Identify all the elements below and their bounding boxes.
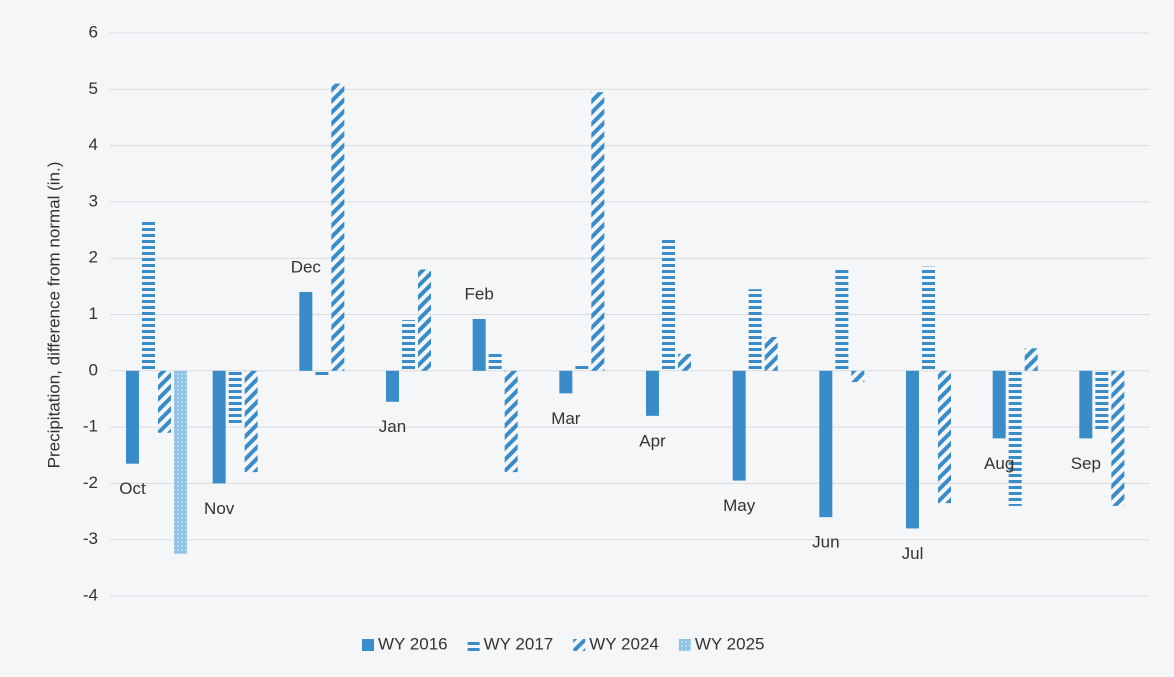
bar <box>922 266 935 371</box>
bar <box>402 320 415 371</box>
bar <box>315 370 329 377</box>
bar <box>228 370 242 425</box>
bar <box>299 291 313 371</box>
y-tick-label: -2 <box>83 473 98 492</box>
bar <box>559 370 573 394</box>
bar <box>1111 370 1125 506</box>
x-tick-label: Oct <box>119 479 146 498</box>
bar <box>748 289 762 371</box>
y-tick-label: 6 <box>89 22 98 41</box>
bar <box>386 370 399 402</box>
legend-swatch <box>573 639 586 651</box>
bar <box>331 83 345 371</box>
legend-label: WY 2017 <box>484 634 554 653</box>
x-tick-label: Jul <box>902 544 924 563</box>
bar <box>851 370 865 383</box>
bar <box>244 370 258 473</box>
bar <box>646 370 659 416</box>
legend-swatch <box>678 639 691 651</box>
x-tick-label: Dec <box>291 257 322 276</box>
bar <box>938 370 951 504</box>
y-tick-label: -3 <box>83 529 98 548</box>
bar <box>472 319 486 371</box>
bar <box>174 370 187 554</box>
bar <box>732 370 746 481</box>
bar <box>504 370 518 473</box>
x-tick-label: Feb <box>465 284 494 303</box>
y-tick-label: 1 <box>89 304 98 323</box>
legend-swatch <box>467 639 480 651</box>
bar <box>1095 370 1109 430</box>
bar <box>418 269 431 371</box>
bar <box>678 353 691 371</box>
y-axis-label: Precipitation, difference from normal (i… <box>44 162 63 469</box>
y-tick-label: 3 <box>89 191 98 210</box>
bar <box>158 370 171 433</box>
bar <box>212 370 226 484</box>
bar <box>126 370 139 464</box>
bar <box>575 365 589 371</box>
x-tick-label: Sep <box>1071 454 1101 473</box>
x-tick-label: Jan <box>379 417 406 436</box>
legend-label: WY 2025 <box>695 634 765 653</box>
x-tick-label: Mar <box>551 409 581 428</box>
x-tick-label: May <box>723 496 756 515</box>
legend-label: WY 2024 <box>589 634 659 653</box>
y-tick-label: -1 <box>83 417 98 436</box>
legend-swatch <box>362 639 374 651</box>
bar <box>764 337 778 371</box>
y-tick-label: 5 <box>89 79 98 98</box>
bar <box>488 351 502 371</box>
bar <box>1008 370 1022 506</box>
x-tick-label: Apr <box>639 431 666 450</box>
x-tick-label: Aug <box>984 454 1014 473</box>
y-tick-label: 2 <box>89 248 98 267</box>
x-tick-label: Jun <box>812 533 839 552</box>
bar <box>662 238 675 371</box>
bar <box>992 370 1006 439</box>
bar <box>591 92 605 371</box>
y-tick-label: 4 <box>89 135 98 154</box>
bar <box>142 221 155 371</box>
bar <box>835 269 849 371</box>
bar <box>819 370 833 518</box>
bar <box>1024 348 1038 371</box>
y-tick-label: -4 <box>83 585 98 604</box>
y-tick-label: 0 <box>89 360 98 379</box>
x-tick-label: Nov <box>204 499 235 518</box>
bar <box>1079 370 1093 439</box>
legend-label: WY 2016 <box>378 634 448 653</box>
bar <box>906 370 919 529</box>
